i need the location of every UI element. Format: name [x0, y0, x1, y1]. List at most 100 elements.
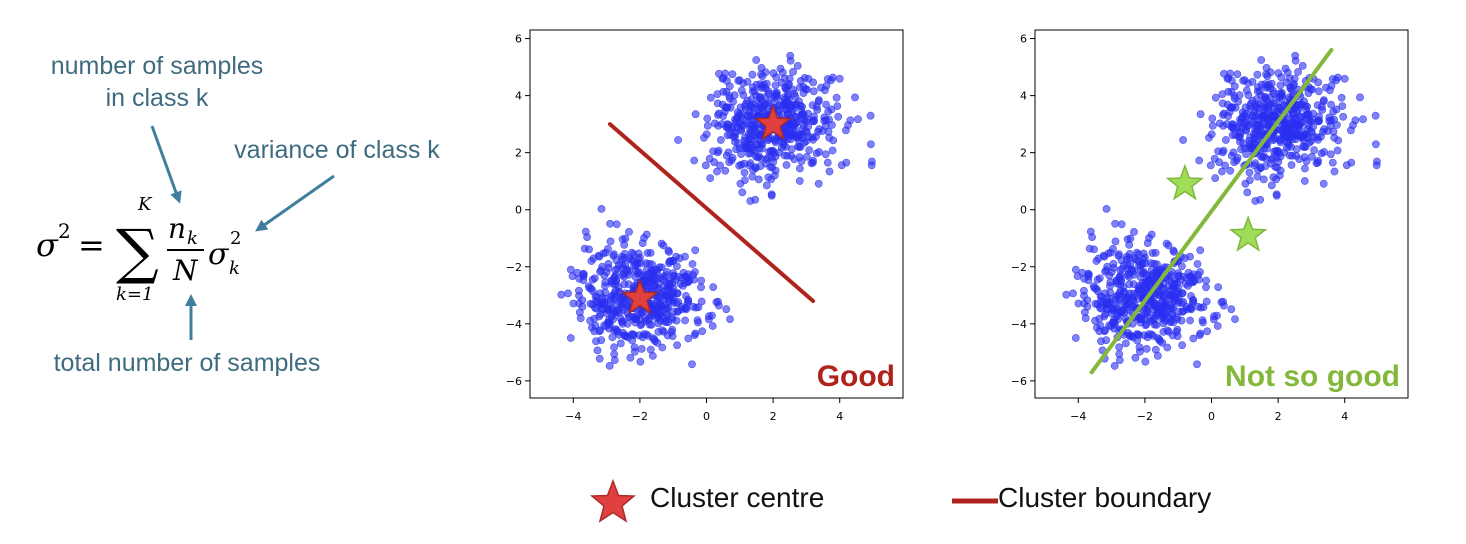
scatter-point — [825, 115, 833, 124]
scatter-point — [854, 115, 862, 124]
scatter-point — [781, 84, 790, 93]
y-tick-label: 6 — [515, 33, 522, 46]
scatter-point — [663, 311, 672, 319]
scatter-point — [1371, 140, 1380, 149]
scatter-point — [726, 315, 734, 323]
scatter-point — [629, 330, 637, 339]
scatter-point — [642, 330, 651, 339]
scatter-point — [809, 78, 817, 87]
scatter-point — [1084, 276, 1093, 285]
x-tick-label: 0 — [703, 410, 710, 420]
scatter-point — [1300, 164, 1309, 173]
scatter-point — [1301, 111, 1310, 120]
scatter-point — [1097, 337, 1105, 346]
scatter-point — [737, 110, 746, 118]
scatter-point — [823, 158, 832, 167]
scatter-point — [1337, 93, 1346, 102]
scatter-point — [799, 121, 808, 130]
scatter-point — [604, 318, 612, 327]
scatter-point — [1163, 343, 1172, 352]
scatter-point — [697, 276, 706, 285]
scatter-point — [1219, 297, 1227, 306]
scatter-point — [780, 151, 789, 160]
scatter-point — [608, 333, 617, 342]
scatter-point — [1269, 153, 1278, 162]
scatter-point — [739, 121, 748, 130]
scatter-point — [1245, 168, 1254, 177]
scatter-point — [722, 305, 731, 314]
scatter-point — [1186, 304, 1195, 313]
scatter-point — [802, 152, 811, 161]
scatter-point — [1103, 262, 1112, 271]
legend-centre-label: Cluster centre — [650, 482, 825, 513]
scatter-point — [1173, 325, 1182, 334]
scatter-point — [1195, 156, 1204, 165]
scatter-point — [1128, 265, 1137, 274]
scatter-point — [1300, 153, 1309, 161]
scatter-point — [1193, 260, 1202, 268]
scatter-point — [867, 157, 876, 166]
scatter-point — [680, 279, 689, 287]
formula-denominator: N — [172, 254, 199, 287]
scatter-point — [1105, 271, 1114, 280]
scatter-point — [670, 307, 678, 316]
scatter-point — [693, 316, 702, 324]
scatter-point — [1115, 343, 1123, 352]
scatter-point — [1089, 282, 1098, 291]
scatter-points — [1062, 51, 1381, 370]
scatter-point — [643, 249, 652, 257]
samples-in-class-line2: in class k — [105, 84, 209, 112]
scatter-point — [1179, 136, 1187, 144]
scatter-point — [795, 177, 804, 185]
scatter-point — [731, 130, 740, 138]
scatter-point — [1111, 237, 1120, 246]
cluster-boundary-line — [607, 122, 816, 304]
scatter-point — [812, 149, 821, 158]
scatter-point — [1236, 138, 1244, 146]
y-tick-label: 2 — [1020, 147, 1027, 160]
scatter-point — [808, 158, 817, 167]
scatter-point — [752, 133, 761, 142]
scatter-point — [606, 219, 614, 228]
scatter-point — [1145, 275, 1154, 284]
scatter-point — [786, 51, 795, 60]
scatter-point — [736, 179, 745, 188]
scatter-point — [1143, 239, 1152, 247]
scatter-point — [1101, 299, 1110, 308]
scatter-point — [1313, 133, 1322, 142]
scatter-point — [637, 344, 646, 353]
scatter-point — [749, 166, 757, 174]
scatter-point — [1260, 112, 1269, 121]
scatter-point — [1125, 289, 1134, 298]
scatter-point — [566, 265, 575, 274]
scatter-point — [664, 318, 673, 327]
scatter-point — [1313, 117, 1322, 126]
scatter-point — [596, 299, 605, 308]
scatter-point — [822, 81, 831, 90]
scatter-point — [1142, 344, 1151, 353]
scatter-point — [610, 350, 619, 358]
scatter-point — [1152, 301, 1160, 310]
scatter-point — [1241, 179, 1250, 188]
cluster-centre-star — [1228, 215, 1268, 252]
scatter-point — [1170, 281, 1179, 290]
formula-rhs: σ — [208, 237, 230, 272]
scatter-point — [1086, 227, 1095, 236]
x-tick-label: 0 — [1208, 410, 1215, 420]
scatter-point — [805, 146, 813, 155]
scatter-point — [1269, 135, 1278, 143]
scatter-point — [673, 341, 681, 350]
scatter-point — [648, 351, 657, 360]
y-tick-label: −4 — [1011, 318, 1027, 331]
scatter-point — [713, 167, 721, 176]
scatter-point — [1285, 151, 1294, 160]
scatter-point — [1253, 104, 1262, 112]
formula-rhs-sup: 2 — [230, 228, 241, 249]
scatter-point — [1291, 51, 1300, 60]
scatter-point — [1234, 97, 1242, 106]
scatter-point — [658, 343, 667, 352]
scatter-point — [1314, 78, 1322, 87]
scatter-point — [612, 220, 621, 229]
scatter-point — [575, 308, 584, 317]
scatter-point — [716, 161, 724, 170]
